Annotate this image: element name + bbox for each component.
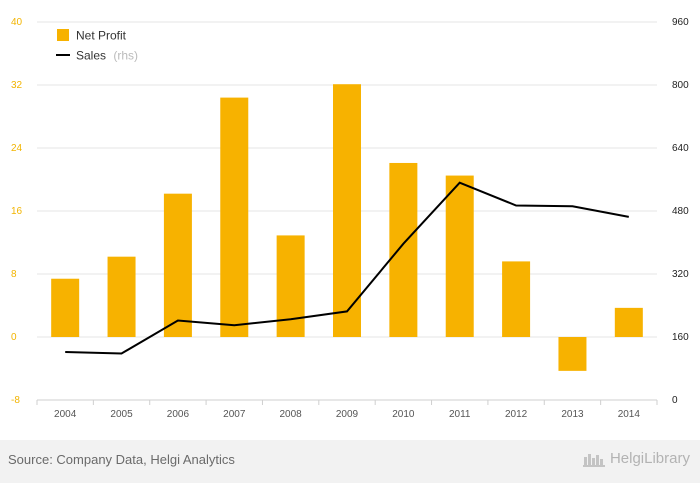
legend-net-profit-label: Net Profit [76, 29, 127, 43]
bar-2009 [333, 84, 361, 338]
x-tick-label: 2009 [336, 409, 359, 420]
left-tick-label: 16 [11, 206, 23, 217]
bar-2014 [614, 307, 643, 337]
bar-2004 [51, 278, 80, 337]
right-tick-label: 960 [672, 17, 689, 28]
legend-sales-label: Sales (rhs) [76, 49, 138, 63]
x-tick-label: 2011 [449, 409, 471, 420]
right-tick-label: 480 [672, 206, 689, 217]
left-tick-label: 40 [11, 17, 23, 28]
legend-sales-name: Sales [76, 49, 106, 63]
bar-2008 [276, 235, 305, 337]
legend-net-profit-swatch [57, 29, 69, 41]
left-tick-label: 8 [11, 269, 17, 280]
brand[interactable]: HelgiLibrary [582, 450, 690, 467]
right-tick-label: 0 [672, 395, 678, 406]
net-profit-bars [51, 84, 643, 371]
right-tick-label: 800 [672, 80, 689, 91]
x-tick-label: 2007 [223, 409, 246, 420]
x-tick-label: 2014 [618, 409, 641, 420]
left-axis: 40 32 24 16 8 0 -8 [11, 17, 23, 406]
bar-2007 [220, 97, 249, 337]
bar-2005 [107, 256, 136, 337]
left-tick-label: 0 [11, 332, 17, 343]
x-tick-label: 2013 [561, 409, 584, 420]
legend: Net Profit Sales (rhs) [56, 29, 138, 63]
bar-2006 [163, 193, 192, 337]
right-tick-label: 320 [672, 269, 689, 280]
brand-name: HelgiLibrary [609, 450, 690, 467]
bar-2011 [445, 175, 474, 337]
x-axis: 2004 2005 2006 2007 2008 2009 2010 2011 2012 2013… [36, 399, 658, 420]
bar-2013 [558, 337, 587, 371]
left-tick-label: 24 [11, 143, 23, 154]
library-logo-icon [582, 453, 605, 467]
x-tick-label: 2005 [110, 409, 133, 420]
left-tick-label: -8 [11, 395, 20, 406]
bar-2012 [502, 261, 531, 337]
x-tick-label: 2010 [392, 409, 415, 420]
x-tick-label: 2008 [280, 409, 303, 420]
bar-2010 [389, 162, 418, 337]
x-tick-label: 2006 [167, 409, 190, 420]
right-axis: 960 800 640 480 320 160 0 [672, 17, 689, 406]
x-tick-label: 2012 [505, 409, 528, 420]
legend-sales-rhs: (rhs) [113, 49, 138, 63]
sales-line [65, 181, 629, 355]
x-tick-label: 2004 [54, 409, 77, 420]
left-tick-label: 32 [11, 80, 23, 91]
right-tick-label: 640 [672, 143, 689, 154]
source-note: Source: Company Data, Helgi Analytics [8, 452, 235, 467]
right-tick-label: 160 [672, 332, 689, 343]
footer: Source: Company Data, Helgi Analytics He… [0, 440, 700, 483]
